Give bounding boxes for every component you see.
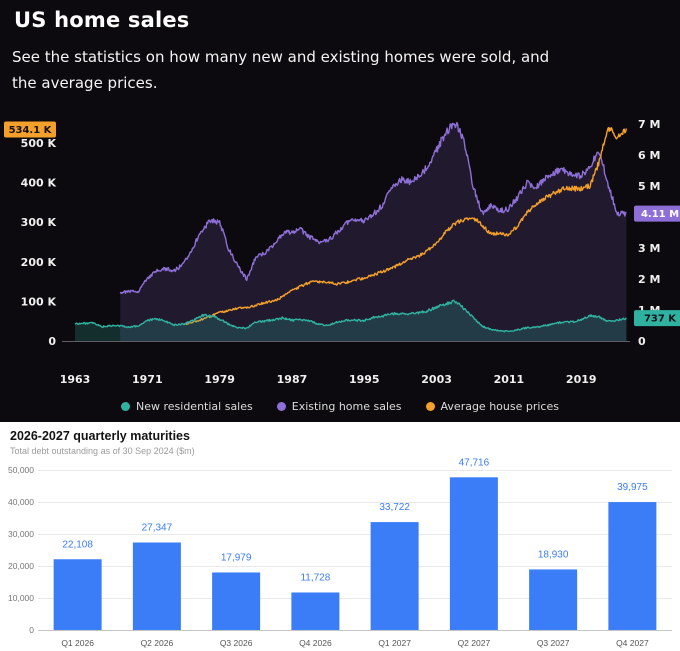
series-line[interactable] — [119, 121, 627, 295]
y-axis-tick: 0 — [29, 625, 34, 635]
bar-q3-2027[interactable] — [529, 569, 578, 630]
x-axis-tick: 1995 — [349, 373, 380, 386]
bar-x-axis-tick: Q3 2026 — [220, 638, 253, 648]
legend-item[interactable]: Existing home sales — [276, 400, 402, 413]
series-area — [120, 122, 627, 341]
bar-value-label: 18,930 — [538, 549, 569, 560]
bar-x-axis-tick: Q3 2027 — [537, 638, 570, 648]
left-axis-tick: 400 K — [21, 177, 57, 190]
x-axis-tick: 2019 — [566, 373, 597, 386]
legend-dot-icon — [121, 402, 130, 411]
bar-q2-2027[interactable] — [449, 477, 498, 630]
bar-value-label: 33,722 — [379, 502, 410, 513]
legend-label: New residential sales — [136, 400, 253, 413]
series-line[interactable] — [183, 126, 628, 326]
bar-x-axis-tick: Q2 2027 — [458, 638, 491, 648]
y-axis-tick: 50,000 — [8, 465, 34, 475]
left-axis-tick: 200 K — [21, 256, 57, 269]
value-badge-label: 4.11 M — [641, 209, 679, 220]
bar-value-label: 17,979 — [221, 552, 252, 563]
bar-q2-2026[interactable] — [132, 542, 181, 630]
page-title: US home sales — [14, 8, 190, 32]
legend-dot-icon — [425, 402, 435, 411]
bar-value-label: 27,347 — [142, 522, 173, 533]
bar-q4-2027[interactable] — [608, 502, 657, 630]
value-badge — [634, 205, 680, 222]
value-badge-label: 534.1 K — [9, 125, 53, 136]
right-axis-tick: 3 M — [638, 242, 660, 255]
x-axis-tick: 2011 — [494, 373, 525, 386]
bar-value-label: 11,728 — [300, 572, 330, 583]
series-line[interactable] — [74, 299, 627, 333]
x-axis-tick: 1963 — [60, 373, 91, 386]
bar-x-axis-tick: Q4 2027 — [616, 638, 649, 648]
x-axis-tick: 1979 — [204, 373, 235, 386]
value-badge-label: 737 K — [644, 314, 677, 325]
page-subtitle: See the statistics on how many new and e… — [12, 48, 550, 92]
bar-value-label: 22,108 — [62, 539, 93, 550]
maturities-subtitle: Total debt outstanding as of 30 Sep 2024… — [10, 446, 195, 456]
right-axis-tick: 2 M — [638, 273, 660, 286]
left-axis-tick: 500 K — [21, 137, 57, 150]
y-axis-tick: 20,000 — [8, 561, 34, 571]
legend-dot-icon — [276, 402, 286, 411]
x-axis-tick: 1987 — [277, 373, 308, 386]
left-axis-tick: 0 — [48, 335, 56, 348]
bar-x-axis-tick: Q2 2026 — [141, 638, 174, 648]
legend-item[interactable]: New residential sales — [121, 400, 253, 413]
x-axis-tick: 2003 — [421, 373, 452, 386]
home-sales-panel: US home sales See the statistics on how … — [0, 0, 680, 422]
x-axis-tick: 1971 — [132, 373, 163, 386]
bar-value-label: 39,975 — [617, 482, 648, 493]
bar-q4-2026[interactable] — [291, 592, 340, 630]
bar-x-axis-tick: Q4 2026 — [299, 638, 332, 648]
bar-q1-2026[interactable] — [53, 559, 102, 630]
legend-label: Existing home sales — [291, 400, 402, 413]
legend: New residential sales Existing home sales… — [0, 400, 680, 413]
maturities-chart: 0 10,000 20,000 30,000 40,000 50,000 22,108 Q1 … — [8, 458, 672, 648]
value-badge — [634, 310, 680, 327]
maturities-panel: 2026-2027 quarterly maturities Total deb… — [0, 422, 680, 651]
bar-q3-2026[interactable] — [212, 572, 261, 630]
right-axis-tick: 6 M — [638, 149, 660, 162]
y-axis-tick: 10,000 — [8, 593, 34, 603]
series-area — [75, 300, 627, 341]
left-axis-tick: 300 K — [21, 216, 57, 229]
y-axis-tick: 40,000 — [8, 497, 34, 507]
maturities-title: 2026-2027 quarterly maturities — [10, 429, 190, 443]
right-axis-tick: 0 — [638, 335, 646, 348]
bar-x-axis-tick: Q1 2027 — [378, 638, 411, 648]
right-axis-tick: 5 M — [638, 180, 660, 193]
bar-q1-2027[interactable] — [370, 522, 419, 630]
y-axis-tick: 30,000 — [8, 529, 34, 539]
right-axis-tick: 7 M — [638, 118, 660, 131]
left-axis-tick: 100 K — [21, 295, 57, 308]
bar-x-axis-tick: Q1 2026 — [61, 638, 94, 648]
legend-label: Average house prices — [440, 400, 559, 413]
bar-value-label: 47,716 — [459, 458, 490, 468]
legend-item[interactable]: Average house prices — [425, 400, 559, 413]
value-badge — [4, 121, 56, 138]
